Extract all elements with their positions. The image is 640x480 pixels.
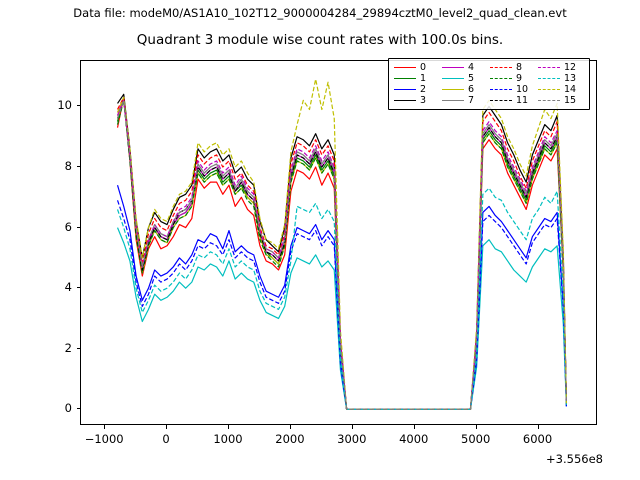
x-tick-label: 5000 xyxy=(461,432,491,446)
legend-swatch xyxy=(393,95,419,106)
legend-line-2 xyxy=(394,89,416,90)
legend-label: 14 xyxy=(564,84,577,95)
series-line-6 xyxy=(116,99,568,410)
legend-line-9 xyxy=(490,78,512,79)
x-tick-mark xyxy=(413,425,415,429)
legend-swatch xyxy=(489,73,515,84)
legend-swatch xyxy=(393,62,419,73)
legend-label: 9 xyxy=(516,73,523,84)
legend-label: 3 xyxy=(420,95,427,106)
legend-label: 2 xyxy=(420,84,427,95)
legend-label: 6 xyxy=(468,84,475,95)
legend-line-6 xyxy=(442,89,464,90)
legend-label: 10 xyxy=(516,84,529,95)
legend-label: 12 xyxy=(564,62,577,73)
legend-row: 3 7 11 15 xyxy=(393,95,585,106)
x-tick-mark xyxy=(537,425,539,429)
series-line-10 xyxy=(116,200,568,410)
y-tick-mark xyxy=(76,287,80,289)
legend-label: 1 xyxy=(420,73,427,84)
x-tick-label: 4000 xyxy=(399,432,429,446)
series-line-15 xyxy=(116,99,568,410)
legend-row: 1 5 9 13 xyxy=(393,73,585,84)
x-tick-mark xyxy=(289,425,291,429)
series-line-5 xyxy=(116,227,568,410)
y-tick-mark xyxy=(76,166,80,168)
legend-swatch xyxy=(441,73,467,84)
legend-line-14 xyxy=(538,89,560,90)
legend-label: 8 xyxy=(516,62,523,73)
plot-area xyxy=(80,60,597,425)
x-tick-label: −1000 xyxy=(84,432,124,446)
y-tick-label: 0 xyxy=(64,401,72,416)
legend-swatch xyxy=(489,62,515,73)
legend-swatch xyxy=(537,73,563,84)
y-tick-mark xyxy=(76,226,80,228)
series-line-2 xyxy=(116,185,568,410)
legend-line-4 xyxy=(442,67,464,68)
x-tick-label: 3000 xyxy=(337,432,367,446)
y-tick-mark xyxy=(76,408,80,410)
legend-swatch xyxy=(441,62,467,73)
legend-label: 11 xyxy=(516,95,529,106)
legend-line-12 xyxy=(538,67,560,68)
legend-swatch xyxy=(537,95,563,106)
y-tick-label: 2 xyxy=(64,340,72,355)
legend-line-7 xyxy=(442,100,464,101)
legend-swatch xyxy=(441,95,467,106)
legend-table: 0 4 8 12 1 5 9 13 2 6 10 14 3 7 11 15 xyxy=(393,62,585,106)
legend-line-8 xyxy=(490,67,512,68)
x-tick-label: 0 xyxy=(162,432,170,446)
y-tick-mark xyxy=(76,105,80,107)
series-line-11 xyxy=(116,99,568,410)
legend-box[interactable]: 0 4 8 12 1 5 9 13 2 6 10 14 3 7 11 15 xyxy=(388,58,590,110)
legend-swatch xyxy=(441,84,467,95)
y-tick-mark xyxy=(76,347,80,349)
series-line-8 xyxy=(116,96,568,410)
legend-line-10 xyxy=(490,89,512,90)
x-tick-label: 2000 xyxy=(275,432,305,446)
y-tick-label: 6 xyxy=(64,219,72,234)
legend-swatch xyxy=(537,84,563,95)
x-tick-mark xyxy=(104,425,106,429)
x-tick-mark xyxy=(475,425,477,429)
legend-line-1 xyxy=(394,78,416,79)
legend-line-11 xyxy=(490,100,512,101)
legend-swatch xyxy=(537,62,563,73)
legend-swatch xyxy=(393,73,419,84)
legend-label: 4 xyxy=(468,62,475,73)
x-tick-mark xyxy=(166,425,168,429)
legend-row: 2 6 10 14 xyxy=(393,84,585,95)
legend-line-3 xyxy=(394,100,416,101)
plot-title: Quadrant 3 module wise count rates with … xyxy=(136,32,504,48)
x-tick-mark xyxy=(351,425,353,429)
x-tick-mark xyxy=(227,425,229,429)
series-line-13 xyxy=(116,187,568,410)
legend-line-5 xyxy=(442,78,464,79)
legend-line-15 xyxy=(538,100,560,101)
legend-line-0 xyxy=(394,67,416,68)
legend-label: 0 xyxy=(420,62,427,73)
data-file-supertitle: Data file: modeM0/AS1A10_102T12_90000042… xyxy=(73,6,567,20)
legend-label: 15 xyxy=(564,95,577,106)
series-line-12 xyxy=(116,99,568,410)
series-lines-svg xyxy=(116,78,568,410)
legend-row: 0 4 8 12 xyxy=(393,62,585,73)
y-tick-label: 10 xyxy=(57,98,72,113)
legend-swatch xyxy=(393,84,419,95)
legend-swatch xyxy=(489,84,515,95)
legend-line-13 xyxy=(538,78,560,79)
x-tick-label: 6000 xyxy=(522,432,553,446)
y-tick-label: 4 xyxy=(64,280,72,295)
legend-label: 7 xyxy=(468,95,475,106)
y-tick-label: 8 xyxy=(64,159,72,174)
legend-label: 13 xyxy=(564,73,577,84)
legend-swatch xyxy=(489,95,515,106)
x-tick-label: 1000 xyxy=(213,432,243,446)
x-axis-offset-label: +3.556e8 xyxy=(546,452,603,466)
series-line-0 xyxy=(116,96,568,410)
series-line-3 xyxy=(117,93,568,410)
legend-label: 5 xyxy=(468,73,475,84)
